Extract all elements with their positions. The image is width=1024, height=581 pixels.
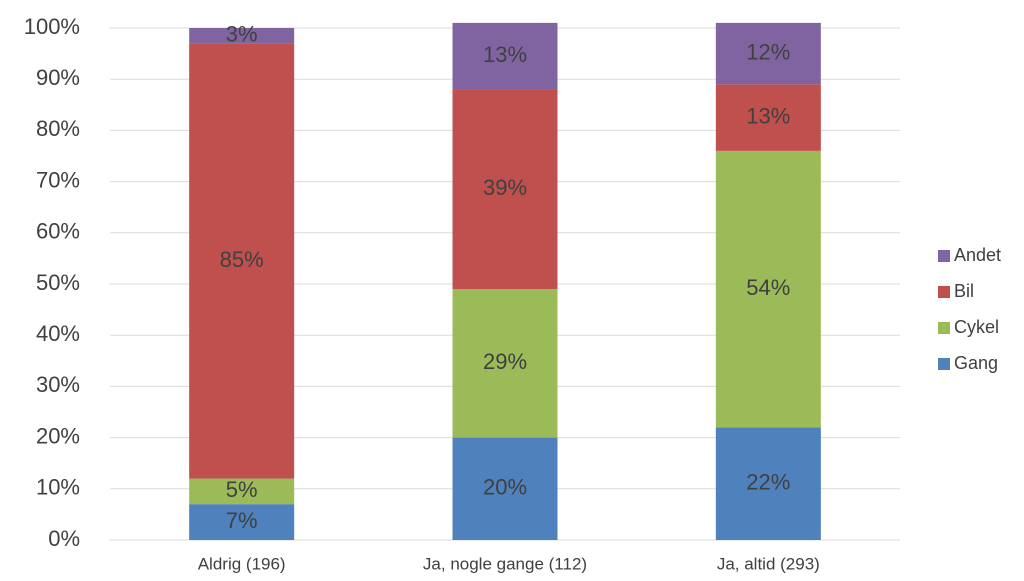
bar-segment [189, 504, 295, 540]
legend-swatch [938, 358, 950, 370]
legend-label: Cykel [954, 317, 999, 337]
bar-segment [715, 22, 821, 85]
data-label: 54% [746, 275, 790, 300]
bar-segment [189, 28, 295, 44]
x-tick-label: Ja, altid (293) [717, 554, 820, 573]
data-label: 7% [226, 508, 258, 533]
y-tick-label: 0% [48, 526, 80, 551]
y-tick-label: 80% [36, 116, 80, 141]
bar-segment [189, 43, 295, 479]
bar-segment [715, 84, 821, 151]
legend-label: Andet [954, 245, 1001, 265]
y-tick-label: 60% [36, 219, 80, 244]
bar-segment [452, 22, 558, 90]
data-label: 13% [483, 42, 527, 67]
data-label: 12% [746, 39, 790, 64]
y-tick-label: 100% [24, 14, 80, 39]
legend-swatch [938, 250, 950, 262]
y-tick-label: 90% [36, 65, 80, 90]
x-tick-label: Ja, nogle gange (112) [423, 554, 587, 573]
data-label: 39% [483, 175, 527, 200]
data-label: 3% [226, 21, 258, 46]
data-label: 5% [226, 477, 258, 502]
data-label: 22% [746, 469, 790, 494]
bar-segment [189, 478, 295, 505]
legend-label: Bil [954, 281, 974, 301]
y-tick-label: 40% [36, 321, 80, 346]
y-tick-label: 10% [36, 475, 80, 500]
data-label: 29% [483, 349, 527, 374]
data-label: 85% [220, 247, 264, 272]
bar-segment [452, 89, 558, 290]
data-label: 13% [746, 103, 790, 128]
bar-segment [452, 437, 558, 540]
legend-swatch [938, 322, 950, 334]
data-label: 20% [483, 475, 527, 500]
bar-segment [715, 427, 821, 540]
legend-swatch [938, 286, 950, 298]
x-tick-label: Aldrig (196) [198, 554, 286, 573]
y-tick-label: 50% [36, 270, 80, 295]
bar-segment [715, 150, 821, 428]
y-tick-label: 20% [36, 423, 80, 448]
bar-segment [452, 289, 558, 438]
legend-label: Gang [954, 353, 998, 373]
y-tick-label: 70% [36, 167, 80, 192]
y-tick-label: 30% [36, 372, 80, 397]
